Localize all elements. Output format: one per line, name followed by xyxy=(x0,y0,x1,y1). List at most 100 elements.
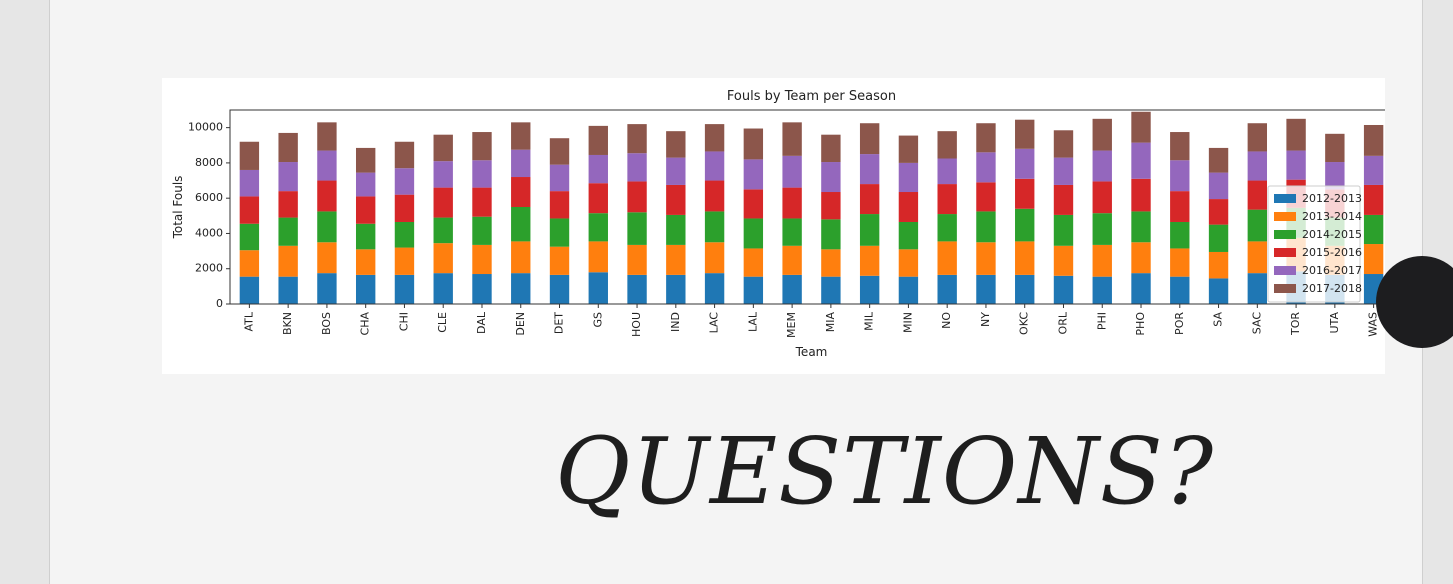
bar-sac-2014-2015 xyxy=(1247,209,1268,242)
bar-pho-2014-2015 xyxy=(1131,211,1151,243)
bar-bkn-2017-2018 xyxy=(278,132,298,163)
bar-min-2016-2017 xyxy=(898,162,919,193)
bar-sa-2013-2014 xyxy=(1208,251,1229,279)
bar-okc-2013-2014 xyxy=(1015,241,1035,275)
bar-mil-2014-2015 xyxy=(859,214,880,246)
bar-den-2017-2018 xyxy=(511,122,531,150)
bar-bos-2013-2014 xyxy=(317,242,337,274)
bar-phi-2014-2015 xyxy=(1092,213,1112,245)
bar-hou-2014-2015 xyxy=(627,212,647,245)
legend-label: 2017-2018 xyxy=(1302,282,1362,295)
legend-swatch-2017-2018 xyxy=(1274,284,1296,293)
bar-chi-2012-2013 xyxy=(394,274,415,304)
bar-mil-2017-2018 xyxy=(859,123,880,155)
bar-lac-2016-2017 xyxy=(704,151,725,181)
bar-dal-2017-2018 xyxy=(472,132,492,161)
bar-lal-2012-2013 xyxy=(743,276,764,304)
bar-no-2016-2017 xyxy=(937,158,957,185)
y-tick-label: 10000 xyxy=(188,121,223,134)
bar-gs-2016-2017 xyxy=(588,154,608,184)
bar-den-2015-2016 xyxy=(511,177,531,207)
bar-mem-2012-2013 xyxy=(782,274,802,304)
bar-bos-2017-2018 xyxy=(317,122,337,151)
legend-label: 2012-2013 xyxy=(1302,192,1362,205)
bar-cle-2016-2017 xyxy=(433,161,453,188)
legend-swatch-2012-2013 xyxy=(1274,194,1296,203)
bar-cle-2014-2015 xyxy=(433,217,453,244)
y-tick-label: 0 xyxy=(216,297,223,310)
x-tick-label: MEM xyxy=(785,312,798,338)
bar-lal-2013-2014 xyxy=(743,248,764,277)
bar-bos-2014-2015 xyxy=(317,211,337,243)
bar-chi-2016-2017 xyxy=(394,168,415,195)
bar-lal-2017-2018 xyxy=(743,128,764,160)
x-tick-label: MIA xyxy=(824,312,837,333)
x-tick-label: IND xyxy=(669,312,682,332)
bar-por-2017-2018 xyxy=(1170,132,1190,161)
bar-lac-2015-2016 xyxy=(704,180,725,212)
x-axis-label: Team xyxy=(795,345,828,359)
bar-den-2012-2013 xyxy=(511,273,531,304)
y-axis-label: Total Fouls xyxy=(171,176,185,240)
bar-mem-2015-2016 xyxy=(782,187,802,219)
plot-frame xyxy=(229,109,1385,305)
bar-cha-2012-2013 xyxy=(355,274,376,304)
x-tick-label: POR xyxy=(1173,312,1186,335)
bar-bkn-2014-2015 xyxy=(278,217,298,246)
bar-ind-2016-2017 xyxy=(666,157,686,185)
y-tick-label: 4000 xyxy=(195,226,223,239)
bar-mia-2017-2018 xyxy=(821,134,841,163)
bar-was-2017-2018 xyxy=(1363,124,1384,156)
bar-sa-2014-2015 xyxy=(1208,224,1229,252)
bar-orl-2015-2016 xyxy=(1053,184,1074,215)
x-tick-label: DEN xyxy=(514,312,527,336)
bar-no-2017-2018 xyxy=(937,131,957,159)
bar-pho-2016-2017 xyxy=(1131,142,1151,179)
bar-cha-2014-2015 xyxy=(355,223,376,250)
bar-hou-2016-2017 xyxy=(627,153,647,182)
bar-atl-2014-2015 xyxy=(239,223,260,251)
bar-was-2013-2014 xyxy=(1363,244,1384,275)
bar-por-2012-2013 xyxy=(1170,276,1190,304)
bar-mia-2015-2016 xyxy=(821,192,841,220)
bar-orl-2012-2013 xyxy=(1053,275,1074,304)
bar-mia-2014-2015 xyxy=(821,219,841,250)
bar-dal-2016-2017 xyxy=(472,160,492,188)
x-tick-label: TOR xyxy=(1289,312,1302,336)
x-tick-label: PHI xyxy=(1095,312,1108,330)
bar-bkn-2016-2017 xyxy=(278,162,298,192)
x-tick-label: CHA xyxy=(359,312,372,336)
chart-panel: ATL BKN BOS CHA CHI CLE DAL DEN DET GS HOU IND LAC LA… xyxy=(162,78,1385,374)
x-tick-label: OKC xyxy=(1018,312,1031,335)
bar-bkn-2012-2013 xyxy=(278,276,298,304)
bar-mem-2013-2014 xyxy=(782,245,802,275)
bar-dal-2012-2013 xyxy=(472,274,492,304)
bar-no-2012-2013 xyxy=(937,274,957,304)
bar-mil-2013-2014 xyxy=(859,245,880,276)
bar-det-2014-2015 xyxy=(549,218,570,247)
bar-min-2017-2018 xyxy=(898,135,919,163)
legend-swatch-2014-2015 xyxy=(1274,230,1296,239)
bar-hou-2013-2014 xyxy=(627,244,647,275)
bar-mil-2016-2017 xyxy=(859,154,880,185)
bar-no-2013-2014 xyxy=(937,241,957,275)
bar-ny-2014-2015 xyxy=(976,211,996,243)
bar-uta-2017-2018 xyxy=(1325,133,1345,163)
bar-okc-2014-2015 xyxy=(1015,208,1035,242)
bar-okc-2017-2018 xyxy=(1015,119,1035,149)
bar-atl-2013-2014 xyxy=(239,250,260,277)
bar-was-2016-2017 xyxy=(1363,155,1384,185)
bar-gs-2012-2013 xyxy=(588,272,608,304)
x-tick-label: PHO xyxy=(1134,312,1147,336)
bar-sac-2016-2017 xyxy=(1247,151,1268,181)
bar-hou-2017-2018 xyxy=(627,124,647,154)
side-nav-circle[interactable] xyxy=(1376,256,1453,348)
bar-ny-2017-2018 xyxy=(976,123,996,153)
x-tick-label: GS xyxy=(591,312,604,328)
bar-por-2016-2017 xyxy=(1170,160,1190,192)
x-tick-label: LAL xyxy=(746,311,759,332)
bar-min-2015-2016 xyxy=(898,192,919,222)
bar-sa-2017-2018 xyxy=(1208,147,1229,173)
bar-tor-2016-2017 xyxy=(1286,150,1306,180)
bar-det-2013-2014 xyxy=(549,246,570,275)
